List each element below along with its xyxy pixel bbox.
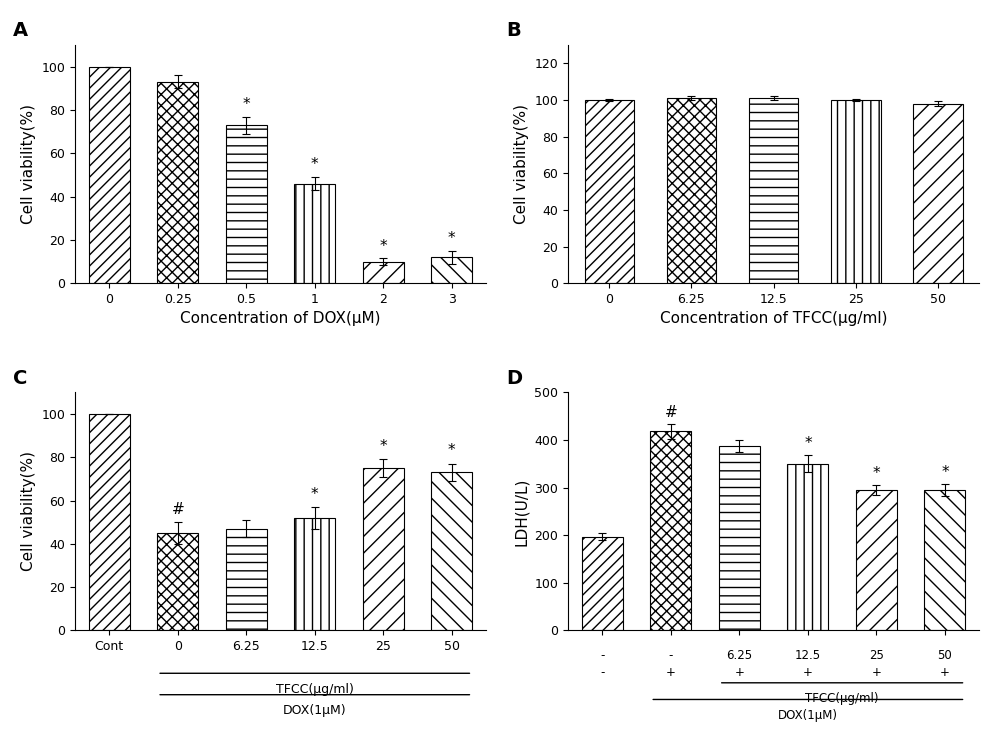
- Text: B: B: [506, 21, 521, 41]
- Bar: [431, 472, 472, 630]
- Text: A: A: [13, 21, 28, 41]
- Bar: [831, 100, 881, 283]
- Text: *: *: [804, 436, 812, 451]
- Bar: [924, 490, 965, 630]
- Text: +: +: [940, 666, 950, 679]
- Text: -: -: [669, 650, 673, 662]
- Y-axis label: LDH(U/L): LDH(U/L): [514, 477, 529, 545]
- Bar: [157, 82, 198, 283]
- Text: 12.5: 12.5: [795, 650, 821, 662]
- Text: *: *: [379, 439, 387, 454]
- Text: *: *: [311, 487, 319, 502]
- Bar: [585, 100, 634, 283]
- Bar: [89, 67, 130, 283]
- Bar: [294, 183, 335, 283]
- Text: #: #: [664, 406, 677, 421]
- Text: *: *: [941, 466, 949, 481]
- Text: +: +: [666, 666, 676, 679]
- X-axis label: Concentration of TFCC(μg/ml): Concentration of TFCC(μg/ml): [660, 312, 887, 327]
- Y-axis label: Cell viability(%): Cell viability(%): [21, 104, 36, 224]
- Text: 6.25: 6.25: [726, 650, 752, 662]
- X-axis label: Concentration of DOX(μM): Concentration of DOX(μM): [180, 312, 381, 327]
- Bar: [363, 261, 404, 283]
- Bar: [363, 468, 404, 630]
- Text: 25: 25: [869, 650, 884, 662]
- Text: *: *: [448, 231, 456, 246]
- Text: DOX(1μM): DOX(1μM): [778, 709, 838, 722]
- Bar: [226, 529, 267, 630]
- Text: D: D: [506, 369, 523, 388]
- Bar: [913, 104, 963, 283]
- Y-axis label: Cell viability(%): Cell viability(%): [21, 451, 36, 572]
- Bar: [582, 537, 623, 630]
- Bar: [787, 464, 828, 630]
- Bar: [667, 98, 716, 283]
- Text: +: +: [871, 666, 881, 679]
- Text: DOX(1μM): DOX(1μM): [283, 704, 347, 717]
- Text: 50: 50: [938, 650, 952, 662]
- Bar: [431, 257, 472, 283]
- Bar: [719, 446, 760, 630]
- Text: *: *: [379, 239, 387, 254]
- Text: -: -: [600, 666, 605, 679]
- Bar: [749, 98, 798, 283]
- Bar: [226, 125, 267, 283]
- Text: +: +: [734, 666, 744, 679]
- Text: *: *: [311, 158, 319, 172]
- Bar: [294, 518, 335, 630]
- Text: TFCC(μg/ml): TFCC(μg/ml): [805, 692, 879, 705]
- Text: +: +: [803, 666, 813, 679]
- Bar: [157, 533, 198, 630]
- Bar: [856, 490, 897, 630]
- Text: #: #: [171, 502, 184, 517]
- Text: -: -: [600, 650, 605, 662]
- Text: *: *: [448, 443, 456, 458]
- Bar: [650, 431, 691, 630]
- Y-axis label: Cell viability(%): Cell viability(%): [514, 104, 529, 224]
- Text: *: *: [873, 466, 880, 481]
- Text: C: C: [13, 369, 28, 388]
- Bar: [89, 414, 130, 630]
- Text: TFCC(μg/ml): TFCC(μg/ml): [276, 683, 354, 695]
- Text: *: *: [242, 97, 250, 112]
